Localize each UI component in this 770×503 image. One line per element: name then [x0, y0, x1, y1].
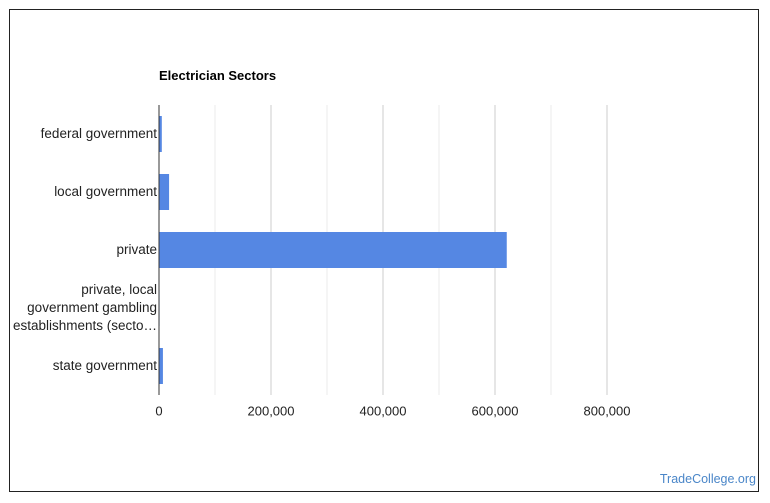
y-tick-label: state government: [52, 358, 157, 373]
y-tick-label: local government: [54, 184, 157, 199]
y-tick-label: private: [116, 242, 157, 257]
x-tick-label: 400,000: [360, 403, 407, 418]
x-tick-label: 800,000: [584, 403, 631, 418]
bar: [159, 232, 507, 268]
y-tick-label: private, local government gambling estab…: [12, 282, 157, 333]
source-link[interactable]: TradeCollege.org: [659, 472, 756, 486]
chart-title: Electrician Sectors: [159, 68, 277, 83]
bar: [159, 174, 170, 210]
bar: [159, 116, 162, 152]
bar: [159, 348, 163, 384]
y-tick-label: federal government: [40, 126, 157, 141]
frame: [9, 9, 759, 492]
x-tick-label: 200,000: [248, 403, 295, 418]
x-tick-label: 600,000: [472, 403, 519, 418]
x-tick-label: 0: [155, 403, 162, 418]
